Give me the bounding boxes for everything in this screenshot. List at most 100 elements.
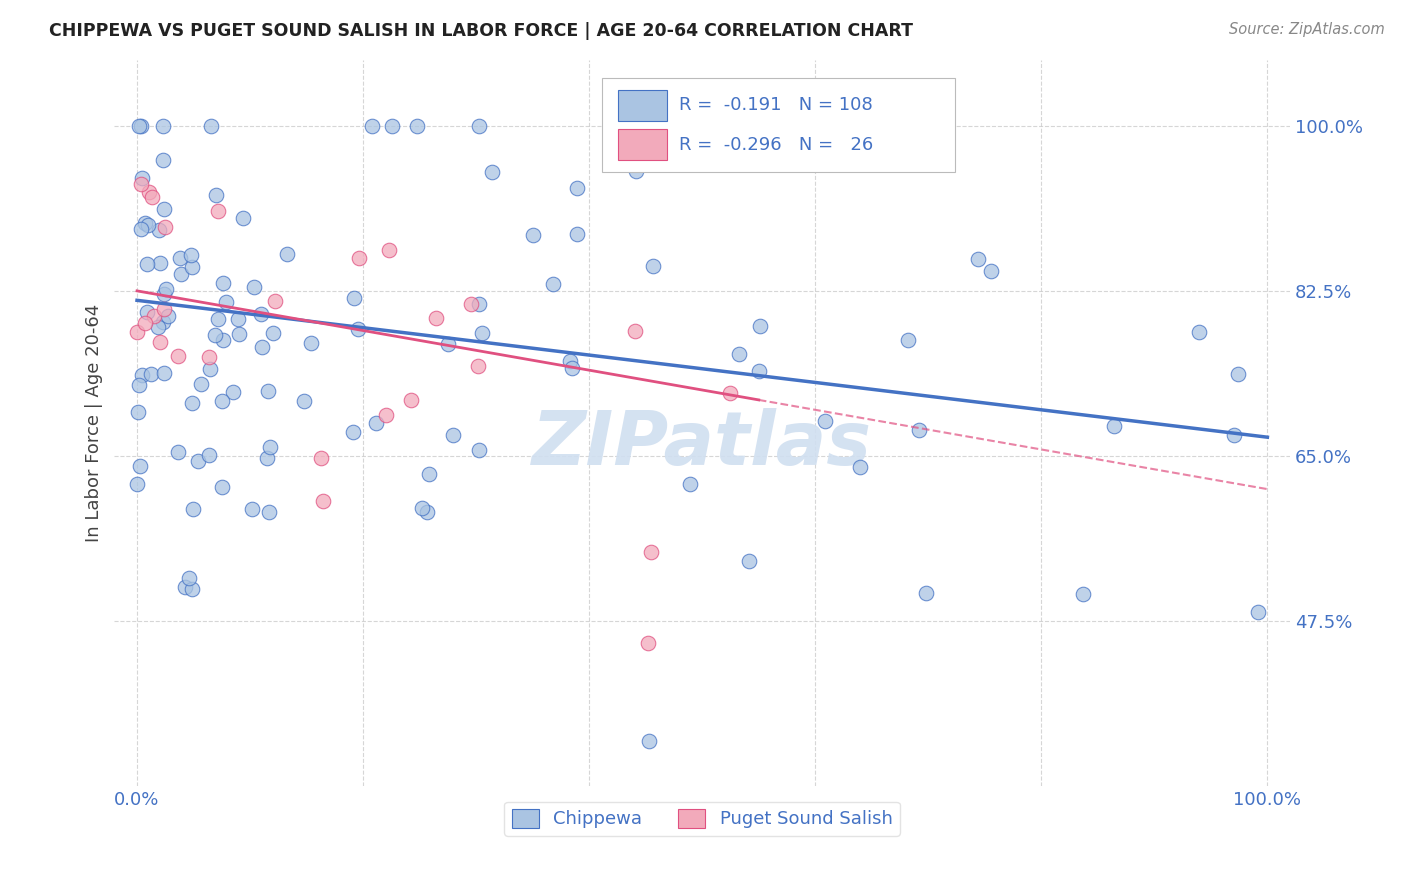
Point <box>136 218 159 232</box>
Point <box>347 251 370 265</box>
Point <box>416 505 439 519</box>
Point <box>624 164 647 178</box>
Point <box>152 119 174 133</box>
Text: ZIPatlas: ZIPatlas <box>533 409 872 482</box>
Point <box>207 311 229 326</box>
Point <box>897 334 920 348</box>
Point <box>152 202 174 216</box>
Point <box>257 384 280 398</box>
Point <box>148 223 170 237</box>
Point <box>211 333 233 347</box>
Point <box>128 119 150 133</box>
Point <box>560 354 582 368</box>
Point <box>259 440 281 454</box>
Point <box>129 177 152 191</box>
Point <box>211 276 233 290</box>
Point <box>250 340 273 354</box>
Point <box>128 378 150 392</box>
Point <box>360 119 382 133</box>
Point <box>411 501 433 516</box>
Point <box>127 325 149 339</box>
Point <box>200 119 222 133</box>
Point <box>814 415 837 429</box>
Point <box>170 267 193 281</box>
Point <box>131 170 153 185</box>
Point <box>967 252 990 266</box>
Point <box>169 251 191 265</box>
Point <box>1227 367 1250 381</box>
Point <box>637 636 659 650</box>
Point <box>262 326 284 341</box>
Point <box>748 319 770 334</box>
Y-axis label: In Labor Force | Age 20-64: In Labor Force | Age 20-64 <box>86 304 103 542</box>
Point <box>1247 605 1270 619</box>
Point <box>347 322 370 336</box>
Point <box>468 297 491 311</box>
Point <box>226 312 249 326</box>
Point <box>153 366 176 380</box>
Point <box>541 277 564 292</box>
Point <box>177 571 200 585</box>
Point <box>1188 325 1211 339</box>
Point <box>718 385 741 400</box>
Point <box>149 255 172 269</box>
Point <box>155 282 177 296</box>
Point <box>624 324 647 338</box>
Point <box>467 359 489 373</box>
Point <box>153 286 176 301</box>
FancyBboxPatch shape <box>617 90 666 120</box>
Point <box>181 396 204 410</box>
Point <box>207 204 229 219</box>
Point <box>481 165 503 179</box>
Point <box>143 309 166 323</box>
Point <box>152 315 174 329</box>
Point <box>643 259 665 273</box>
Point <box>211 480 233 494</box>
Point <box>215 295 238 310</box>
Point <box>200 362 222 376</box>
Point <box>240 502 263 516</box>
Point <box>127 405 149 419</box>
Point <box>141 368 163 382</box>
Point <box>292 393 315 408</box>
Point <box>908 423 931 437</box>
FancyBboxPatch shape <box>617 129 666 160</box>
Text: R =  -0.191   N = 108: R = -0.191 N = 108 <box>679 96 873 114</box>
Point <box>638 733 661 747</box>
Point <box>406 119 429 133</box>
Point <box>125 477 148 491</box>
Point <box>232 211 254 225</box>
Text: CHIPPEWA VS PUGET SOUND SALISH IN LABOR FORCE | AGE 20-64 CORRELATION CHART: CHIPPEWA VS PUGET SOUND SALISH IN LABOR … <box>49 22 914 40</box>
Point <box>190 376 212 391</box>
Point <box>152 153 174 167</box>
Point <box>129 222 152 236</box>
Point <box>204 188 226 202</box>
Point <box>467 119 489 133</box>
Point <box>166 349 188 363</box>
Point <box>181 582 204 597</box>
Point <box>138 185 160 199</box>
Point <box>565 227 588 242</box>
Point <box>299 335 322 350</box>
Point <box>197 448 219 462</box>
Point <box>342 425 364 440</box>
Point <box>152 301 174 316</box>
Point <box>198 351 221 365</box>
Point <box>131 368 153 382</box>
Point <box>738 554 761 568</box>
Text: R =  -0.296   N =   26: R = -0.296 N = 26 <box>679 136 873 153</box>
Point <box>679 476 702 491</box>
Point <box>204 327 226 342</box>
Point <box>748 364 770 378</box>
Point <box>264 293 287 308</box>
Point <box>980 264 1002 278</box>
Point <box>561 361 583 376</box>
Point <box>243 280 266 294</box>
Point <box>135 256 157 270</box>
Legend: Chippewa, Puget Sound Salish: Chippewa, Puget Sound Salish <box>505 802 900 836</box>
Point <box>471 326 494 340</box>
Point <box>377 243 399 257</box>
Point <box>640 545 662 559</box>
Point <box>437 337 460 351</box>
Point <box>180 248 202 262</box>
